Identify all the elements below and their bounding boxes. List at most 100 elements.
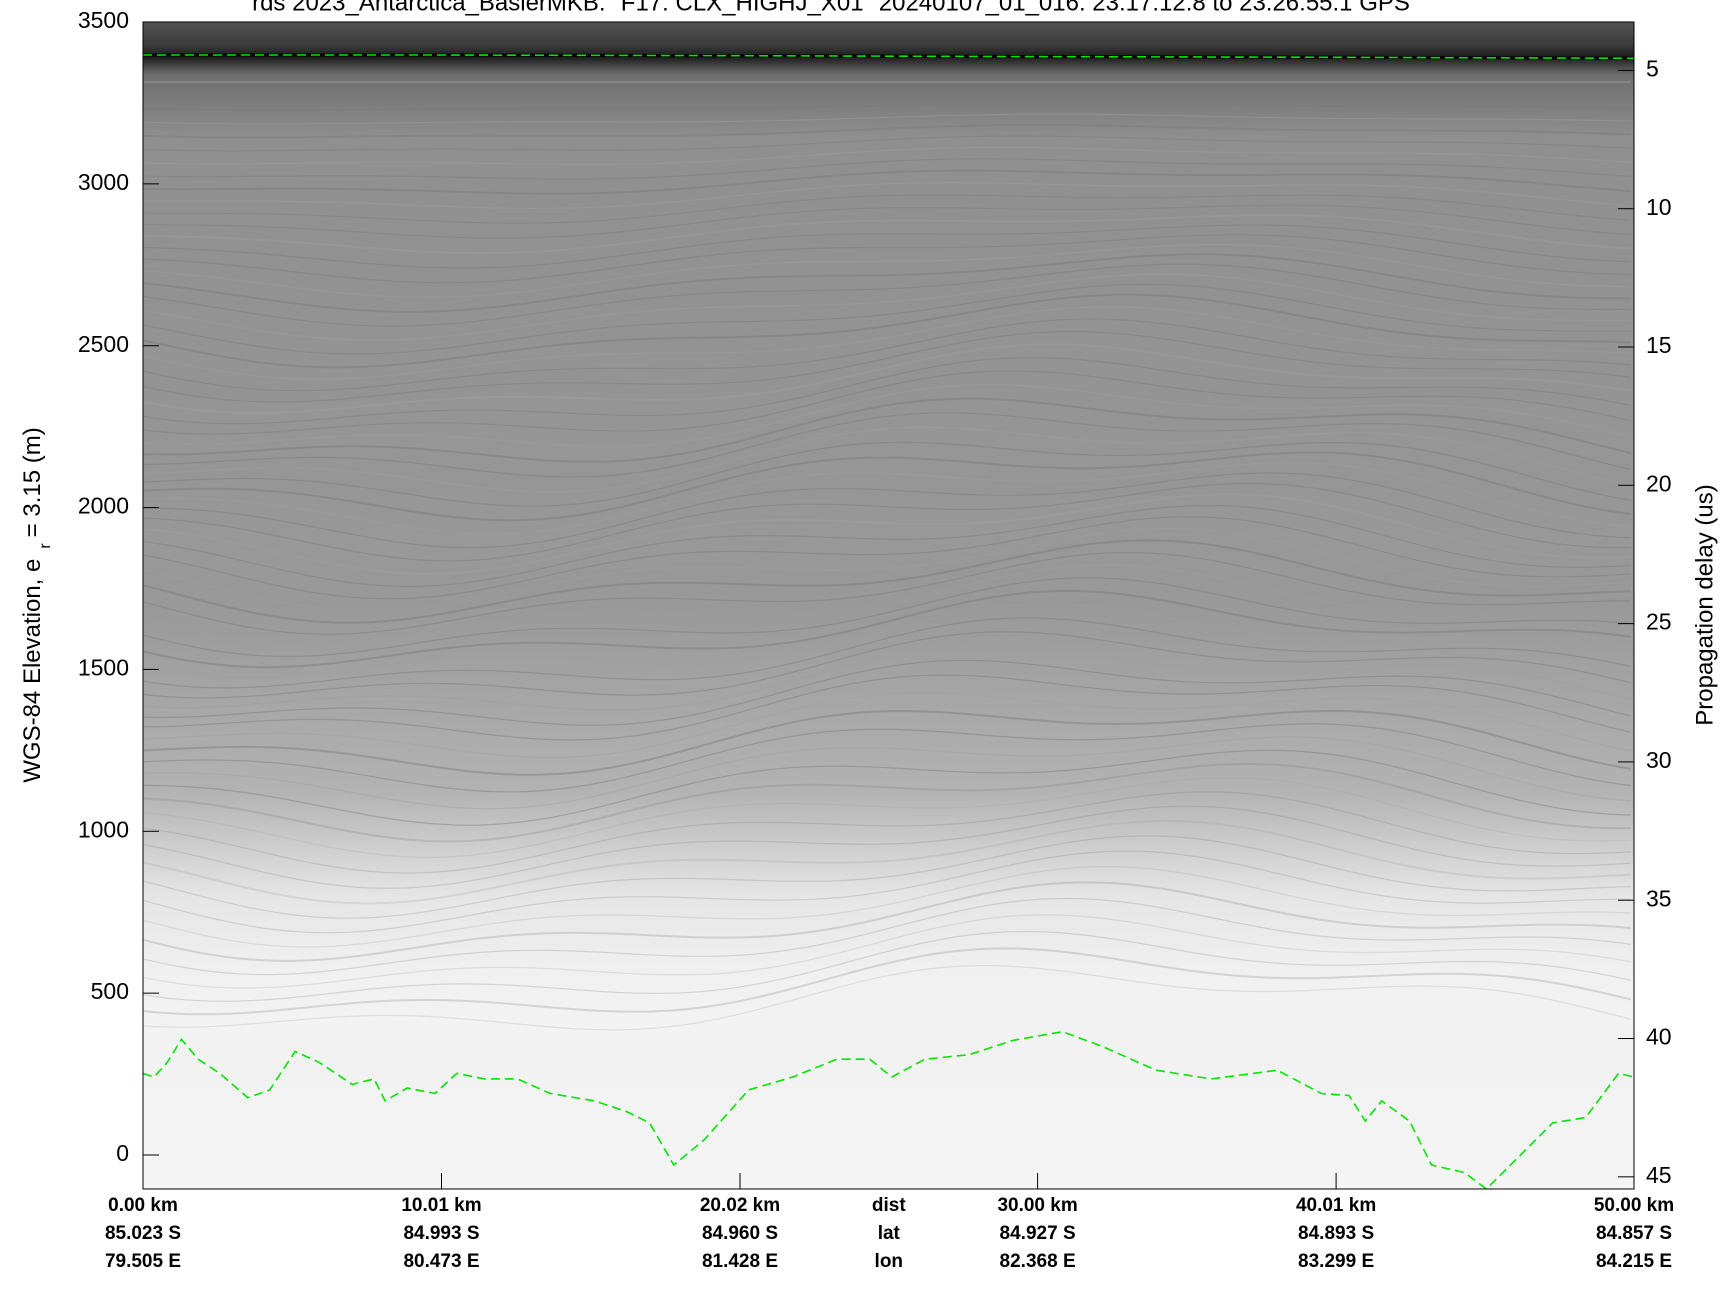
y2-tick-label: 40 [1646,1024,1672,1050]
internal-layer [143,472,1632,549]
internal-layer [143,644,1632,712]
internal-layer [143,169,1632,195]
internal-layer [143,493,1632,575]
y2-tick-label: 5 [1646,55,1659,81]
lon-label: 79.505 E [105,1251,181,1272]
y-axis-label: WGS-84 Elevation, e r = 3.15 (m) [19,427,54,782]
row-label: dist [872,1195,906,1216]
internal-layer [143,331,1632,403]
internal-layer [143,539,1632,624]
internal-layer [143,253,1631,313]
series-line [143,54,1634,60]
internal-layer [143,835,1632,919]
plot-marks [143,53,1634,1189]
internal-layer [143,866,1632,948]
y-tick-label: 2000 [78,493,129,519]
y-tick-label: 2500 [78,331,129,357]
chart-title: rds 2023_Antarctica_BaslerMKB: "F17: CLX… [252,0,1410,16]
internal-layer [143,370,1632,435]
internal-layer [143,551,1631,635]
x-tick-label: 40.01 km [1296,1195,1376,1216]
y2-tick-label: 15 [1646,332,1672,358]
lon-label: 83.299 E [1298,1251,1374,1272]
internal-layer [143,659,1632,726]
internal-layer [143,397,1632,463]
echogram [143,22,1634,1189]
x-tick-label: 20.02 km [700,1195,780,1216]
internal-layer [143,723,1632,793]
internal-layer [143,631,1632,699]
internal-layer [143,577,1632,658]
internal-layer [143,343,1632,414]
internal-layer [143,709,1632,776]
internal-layer [143,214,1632,255]
row-label: lat [878,1223,901,1244]
lat-label: 84.893 S [1298,1223,1374,1244]
x-tick-label: 0.00 km [108,1195,178,1216]
y2-tick-label: 30 [1646,747,1672,773]
internal-layer [143,135,1632,152]
lon-label: 82.368 E [1000,1251,1076,1272]
x-tick-label: 30.00 km [997,1195,1077,1216]
internal-layer [143,146,1632,165]
internal-layer [143,947,1632,1016]
lon-label: 81.428 E [702,1251,778,1272]
lon-label: 84.215 E [1596,1251,1672,1272]
internal-layer [143,283,1632,355]
internal-layer [143,964,1632,1031]
internal-layer [143,441,1632,507]
y2-axis-label: Propagation delay (us) [1691,484,1718,725]
internal-layer [143,124,1632,139]
internal-layer [143,451,1632,522]
internal-layer [143,113,1632,125]
internal-layer [143,482,1632,562]
y-tick-label: 1000 [78,816,129,842]
internal-layer [143,516,1632,600]
lat-label: 84.960 S [702,1223,778,1244]
internal-layer [143,426,1632,493]
internal-layer [143,504,1632,588]
internal-layer [143,102,1632,111]
internal-layer [143,749,1632,826]
y2-tick-label: 45 [1646,1162,1672,1188]
internal-layer [143,777,1632,858]
internal-layer [143,224,1632,269]
internal-layer [143,791,1632,874]
internal-layer [143,293,1632,369]
y2-tick-label: 35 [1646,885,1672,911]
y2-tick-label: 10 [1646,194,1672,220]
internal-layer [143,527,1632,612]
y-tick-label: 3500 [78,7,129,33]
internal-layer [143,306,1632,380]
internal-layer [143,589,1632,669]
internal-layer [143,234,1632,284]
y-tick-label: 0 [116,1140,129,1166]
y2-tick-label: 25 [1646,609,1672,635]
internal-layer [143,461,1632,535]
internal-layer [143,617,1632,689]
internal-layer [143,412,1632,478]
internal-layer [143,692,1632,759]
plot-frame [142,21,1635,1190]
row-label: lon [875,1251,904,1272]
internal-layer [143,930,1632,1002]
y2-tick-label: 20 [1646,470,1672,496]
series-line [143,1030,1634,1189]
x-tick-label: 10.01 km [401,1195,481,1216]
lat-label: 84.927 S [1000,1223,1076,1244]
internal-layer [143,263,1632,327]
internal-layer [143,603,1632,679]
internal-layer [143,91,1631,97]
y-tick-label: 500 [91,978,129,1004]
internal-layer [143,819,1632,905]
internal-layer [143,762,1632,843]
internal-layer [143,914,1632,989]
internal-layer [143,273,1632,341]
internal-layer [143,736,1632,810]
internal-layer [143,805,1632,889]
internal-layer [143,158,1632,180]
lon-label: 80.473 E [403,1251,479,1272]
internal-layer [143,194,1632,224]
